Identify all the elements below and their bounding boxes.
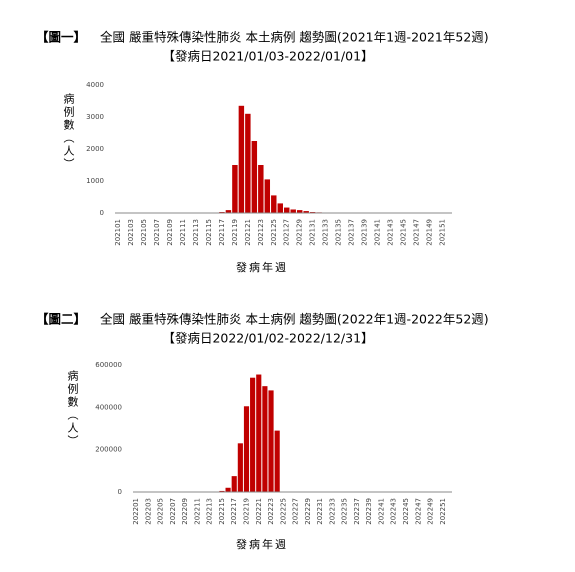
x-tick-label: 202211	[193, 498, 201, 525]
x-tick-label: 202221	[255, 498, 263, 525]
x-tick-label: 202113	[192, 219, 200, 246]
x-tick-label: 202219	[242, 498, 250, 525]
bar	[250, 377, 256, 492]
x-tick-label: 202125	[270, 219, 278, 246]
chart-subtitle: 【發病日2022/01/02-2022/12/31】	[162, 331, 373, 346]
x-tick-label: 202237	[353, 498, 361, 525]
x-tick-label: 202251	[439, 498, 447, 525]
bar	[219, 490, 225, 492]
x-tick-label: 202225	[279, 498, 287, 525]
bar	[271, 195, 277, 213]
bar	[237, 443, 243, 492]
x-tick-label: 202117	[218, 219, 226, 246]
x-tick-label: 202223	[267, 498, 275, 525]
bar	[296, 210, 303, 213]
figure-label: 【圖二】	[36, 312, 86, 327]
y-tick-label: 600000	[95, 361, 122, 369]
x-tick-label: 202131	[309, 219, 317, 246]
chart-title: 全國 嚴重特殊傳染性肺炎 本土病例 趨勢圖(2021年1週-2021年52週)	[100, 30, 489, 45]
x-tick-label: 202107	[153, 219, 161, 246]
x-tick-label: 202129	[296, 219, 304, 246]
bar	[256, 374, 262, 492]
x-tick-label: 202235	[341, 498, 349, 525]
y-axis-title: 病例數（人）	[62, 92, 75, 171]
x-tick-label: 202201	[132, 498, 140, 525]
bar	[290, 209, 296, 213]
x-tick-label: 202241	[377, 498, 385, 525]
x-tick-label: 202135	[335, 219, 343, 246]
x-tick-label: 202139	[361, 219, 369, 246]
bar	[274, 430, 280, 492]
x-tick-label: 202213	[206, 498, 214, 525]
x-tick-label: 202151	[438, 219, 446, 246]
x-tick-label: 202105	[140, 219, 148, 246]
y-tick-label: 200000	[95, 446, 122, 454]
chart-subtitle: 【發病日2021/01/03-2022/01/01】	[162, 49, 373, 64]
bar	[284, 207, 290, 213]
y-tick-label: 400000	[95, 403, 122, 411]
x-tick-label: 202233	[328, 498, 336, 525]
x-tick-label: 202111	[179, 219, 187, 246]
x-tick-label: 202115	[205, 219, 213, 246]
x-tick-label: 202203	[144, 498, 152, 525]
x-tick-label: 202103	[127, 219, 135, 246]
x-tick-label: 202149	[425, 219, 433, 246]
bar	[238, 105, 245, 213]
x-tick-label: 202119	[231, 219, 239, 246]
x-tick-label: 202215	[218, 498, 226, 525]
x-tick-label: 202243	[390, 498, 398, 525]
x-axis-title: 發病年週	[236, 537, 288, 551]
x-tick-label: 202137	[348, 219, 356, 246]
x-tick-label: 202227	[292, 498, 300, 525]
y-tick-label: 0	[118, 488, 122, 496]
bar	[277, 203, 283, 213]
x-tick-label: 202133	[322, 219, 330, 246]
y-tick-label: 2000	[86, 145, 104, 153]
x-tick-label: 202121	[244, 219, 252, 246]
bar	[258, 165, 264, 213]
bar	[231, 476, 237, 492]
x-tick-label: 202229	[304, 498, 312, 525]
y-tick-label: 4000	[86, 81, 104, 89]
bar	[225, 487, 231, 492]
x-tick-label: 202109	[166, 219, 174, 246]
chart-title: 全國 嚴重特殊傳染性肺炎 本土病例 趨勢圖(2022年1週-2022年52週)	[100, 312, 489, 327]
x-tick-label: 202249	[427, 498, 435, 525]
bar	[243, 406, 250, 492]
x-axis-title: 發病年週	[236, 260, 288, 274]
y-tick-label: 0	[100, 209, 104, 217]
x-tick-label: 202245	[402, 498, 410, 525]
bar	[245, 113, 251, 213]
x-tick-label: 202239	[365, 498, 373, 525]
x-tick-label: 202231	[316, 498, 324, 525]
x-tick-label: 202101	[114, 219, 122, 246]
bar	[264, 179, 271, 213]
bar	[303, 211, 309, 213]
x-tick-label: 202205	[157, 498, 165, 525]
x-tick-label: 202123	[257, 219, 265, 246]
bar	[262, 386, 268, 492]
y-axis-title: 病例數（人）	[66, 369, 79, 448]
figure-label: 【圖一】	[36, 30, 86, 45]
x-tick-label: 202247	[414, 498, 422, 525]
x-tick-label: 202147	[412, 219, 420, 246]
x-tick-label: 202141	[373, 219, 381, 246]
bar	[251, 141, 258, 213]
x-tick-label: 202217	[230, 498, 238, 525]
x-tick-label: 202127	[283, 219, 291, 246]
x-tick-label: 202145	[399, 219, 407, 246]
x-tick-label: 202143	[386, 219, 394, 246]
bar	[232, 165, 238, 213]
y-tick-label: 1000	[86, 177, 104, 185]
x-tick-label: 202209	[181, 498, 189, 525]
x-tick-label: 202207	[169, 498, 177, 525]
bar	[268, 390, 274, 492]
y-tick-label: 3000	[86, 113, 104, 121]
bar	[225, 210, 232, 213]
